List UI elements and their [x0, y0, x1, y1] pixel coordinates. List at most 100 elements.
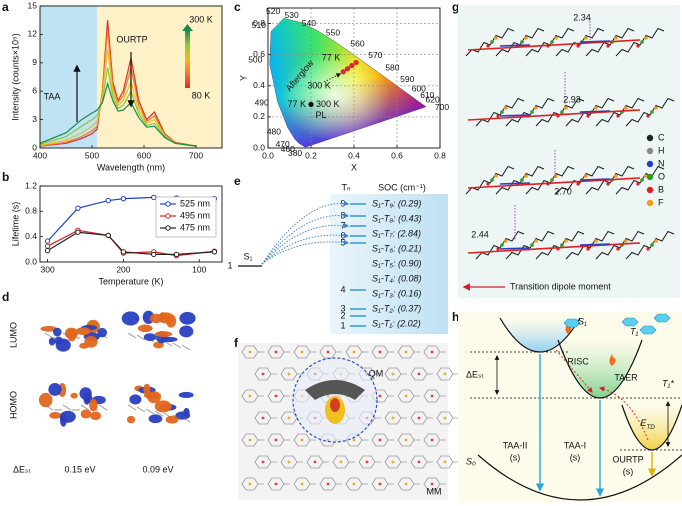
orbital-lobe — [84, 335, 98, 348]
atom — [404, 350, 408, 354]
flame-icon — [609, 354, 616, 366]
atom — [550, 40, 554, 44]
atom — [584, 174, 588, 178]
panel-label: h — [452, 310, 459, 324]
molecule-unit — [241, 433, 264, 447]
molecule-unit — [254, 455, 277, 469]
wavelength-label: 600 — [412, 83, 426, 93]
atom — [594, 106, 598, 110]
x-tick-label: 300 — [40, 264, 54, 274]
gap-label: ΔEₛₜ — [13, 464, 31, 474]
y-tick-label: 0 — [32, 142, 37, 152]
y-tick-label: 0.8 — [25, 206, 37, 216]
lifetime-point — [151, 194, 157, 201]
atom — [443, 416, 447, 420]
atom — [404, 438, 408, 442]
orbital-lobe — [165, 415, 179, 424]
atom — [274, 482, 278, 486]
wavelength-label: 570 — [368, 50, 382, 60]
atom — [261, 416, 265, 420]
atom — [560, 243, 564, 247]
molecule-chain — [585, 27, 635, 57]
element-swatch — [646, 147, 654, 155]
atom — [404, 482, 408, 486]
wavelength-label: 560 — [350, 38, 364, 48]
isc-arrow — [261, 212, 350, 265]
y-tick-label: 0.0 — [25, 256, 37, 266]
atom — [586, 114, 590, 118]
gap-label: ETD — [640, 418, 655, 430]
molecule-unit — [371, 433, 394, 447]
x-tick-label: 0.4 — [348, 150, 360, 160]
atom — [300, 350, 304, 354]
gap-label-base: E — [640, 418, 647, 428]
panel-label: c — [234, 0, 241, 14]
annotation: TAA — [44, 91, 61, 101]
atom — [391, 372, 395, 376]
molecule-unit — [293, 345, 316, 359]
exciton-icon — [653, 313, 671, 323]
atom — [646, 114, 650, 118]
orbital-lobe — [52, 327, 62, 337]
x-tick-label: 200 — [116, 264, 130, 274]
legend-marker — [165, 201, 171, 207]
gap-label: ΔEₛₜ — [466, 369, 484, 379]
atom — [391, 460, 395, 464]
atom — [443, 460, 447, 464]
molecule-unit — [358, 455, 381, 469]
cie-trace — [342, 61, 357, 73]
atom — [443, 372, 447, 376]
state-label: T₁ — [630, 326, 638, 336]
state-label: S₁ — [243, 251, 252, 261]
molecule-chain — [475, 230, 525, 260]
atom — [576, 182, 580, 186]
y-tick-label: 0.0 — [253, 142, 265, 152]
dipole-line — [467, 109, 641, 121]
level-index: 3 — [340, 303, 345, 313]
dipole-line — [499, 110, 611, 117]
atom — [417, 460, 421, 464]
atom — [564, 239, 568, 243]
cie-point — [353, 59, 359, 66]
orbital-lobe — [148, 414, 163, 424]
cie-point — [344, 66, 351, 72]
y-tick-label: 15 — [28, 0, 38, 10]
element-label: O — [658, 171, 665, 181]
atom — [378, 350, 382, 354]
level-index: 4 — [340, 284, 345, 294]
panel-label: b — [2, 170, 9, 184]
molecule-unit — [397, 389, 420, 403]
level-index: 5 — [340, 237, 345, 247]
molecule-bond — [145, 408, 155, 415]
molecule-chain — [475, 97, 525, 127]
molecule-unit — [241, 345, 264, 359]
molecule-unit — [384, 411, 407, 425]
wavelength-label: 610 — [420, 90, 434, 100]
molecule-unit — [371, 345, 394, 359]
orbital-lobe — [154, 400, 172, 413]
molecule-bond — [181, 344, 191, 351]
atom — [486, 182, 490, 186]
x-axis-title: Wavelength (nm) — [97, 162, 165, 172]
lifetime-point — [120, 195, 127, 202]
molecule-unit — [293, 477, 316, 491]
x-tick-label: 0.8 — [434, 150, 446, 160]
soc-entry: S₁-T₁: (2.02) — [372, 318, 421, 328]
cie-point — [349, 62, 355, 69]
exciton-icon — [514, 297, 530, 305]
state-label: Tₙ — [341, 182, 350, 192]
soc-box — [330, 194, 448, 334]
soc-title: SOC (cm⁻¹) — [378, 182, 426, 192]
exciton-icon — [639, 325, 657, 335]
y-tick-label: 0.4 — [253, 80, 265, 90]
dipole-line — [499, 40, 611, 47]
atom — [586, 247, 590, 251]
atom — [365, 460, 369, 464]
atom — [378, 482, 382, 486]
legend-marker — [165, 213, 171, 219]
atom — [584, 36, 588, 40]
isc-arrow — [261, 222, 350, 265]
point-label: 300 K — [307, 80, 331, 90]
level-index: 7 — [340, 220, 345, 230]
soc-entry: S₁-T₇: (2.84) — [372, 228, 421, 238]
